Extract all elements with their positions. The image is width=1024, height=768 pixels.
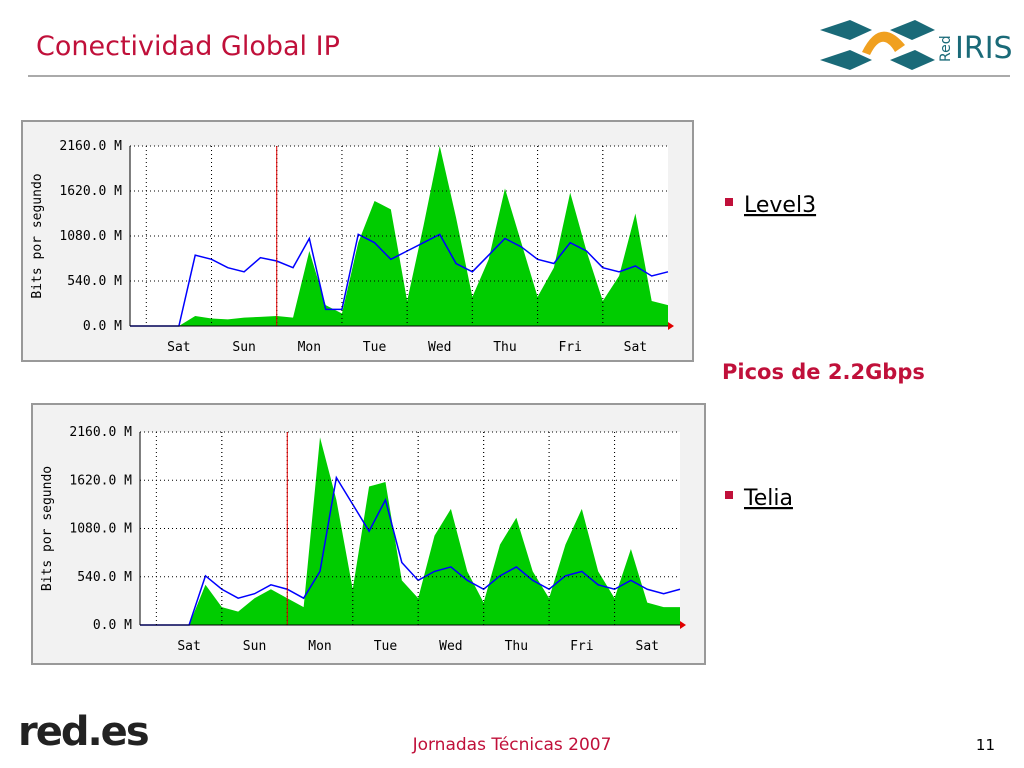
- footer: Jornadas Técnicas 2007: [412, 735, 612, 755]
- axis-arrow: [680, 621, 686, 629]
- chart: 0.0 M 540.0 M 1080.0 M 1620.0 M 2160.0 M Sat S…: [31, 403, 706, 665]
- traffic-line: [140, 475, 681, 626]
- x-tick-label: Thu: [505, 639, 528, 654]
- x-tick-label: Sun: [243, 639, 266, 654]
- bullet: Telia: [743, 486, 793, 511]
- x-tick-label: Mon: [298, 340, 321, 355]
- slide-title: Conectividad Global IP: [36, 31, 340, 62]
- y-tick-label: 540.0 M: [67, 274, 122, 289]
- bullet-marker: [725, 491, 733, 499]
- y-tick-label: 0.0 M: [83, 319, 122, 334]
- x-tick-label: Fri: [558, 340, 581, 355]
- x-tick-label: Fri: [570, 639, 593, 654]
- x-tick-label: Tue: [363, 340, 387, 355]
- y-axis-label: Bits por segundo: [40, 466, 55, 591]
- x-tick-label: Wed: [428, 340, 451, 355]
- x-tick-label: Sat: [177, 639, 200, 654]
- x-tick-label: Thu: [493, 340, 516, 355]
- y-axis-label: Bits por segundo: [30, 173, 45, 298]
- page-number: 11: [976, 736, 995, 754]
- x-tick-label: Sun: [232, 340, 255, 355]
- x-tick-label: Sat: [624, 340, 647, 355]
- y-tick-label: 540.0 M: [77, 570, 132, 585]
- rediris-logo: Red IRIS: [820, 20, 1013, 70]
- y-tick-label: 2160.0 M: [59, 139, 122, 154]
- logo-name: IRIS: [955, 31, 1013, 66]
- logo-prefix: Red: [938, 35, 954, 62]
- y-tick-label: 1620.0 M: [69, 473, 132, 488]
- x-tick-label: Sat: [167, 340, 190, 355]
- logo-bottom: red.es: [18, 709, 148, 755]
- traffic-area: [140, 437, 680, 625]
- traffic-line: [130, 233, 669, 327]
- y-tick-label: 2160.0 M: [69, 425, 132, 440]
- bullet-marker: [725, 198, 733, 206]
- x-tick-label: Wed: [439, 639, 462, 654]
- x-tick-label: Tue: [374, 639, 398, 654]
- y-tick-label: 1080.0 M: [69, 522, 132, 537]
- y-tick-label: 0.0 M: [93, 618, 132, 633]
- x-tick-label: Mon: [308, 639, 331, 654]
- highlight: Picos de 2.2Gbps: [722, 360, 925, 384]
- axis-arrow: [668, 322, 674, 330]
- y-tick-label: 1620.0 M: [59, 184, 122, 199]
- bullet: Level3: [744, 193, 816, 218]
- traffic-area: [130, 146, 668, 326]
- y-tick-label: 1080.0 M: [59, 229, 122, 244]
- chart: 0.0 M 540.0 M 1080.0 M 1620.0 M 2160.0 M Sat S…: [21, 120, 694, 362]
- x-tick-label: Sat: [636, 639, 659, 654]
